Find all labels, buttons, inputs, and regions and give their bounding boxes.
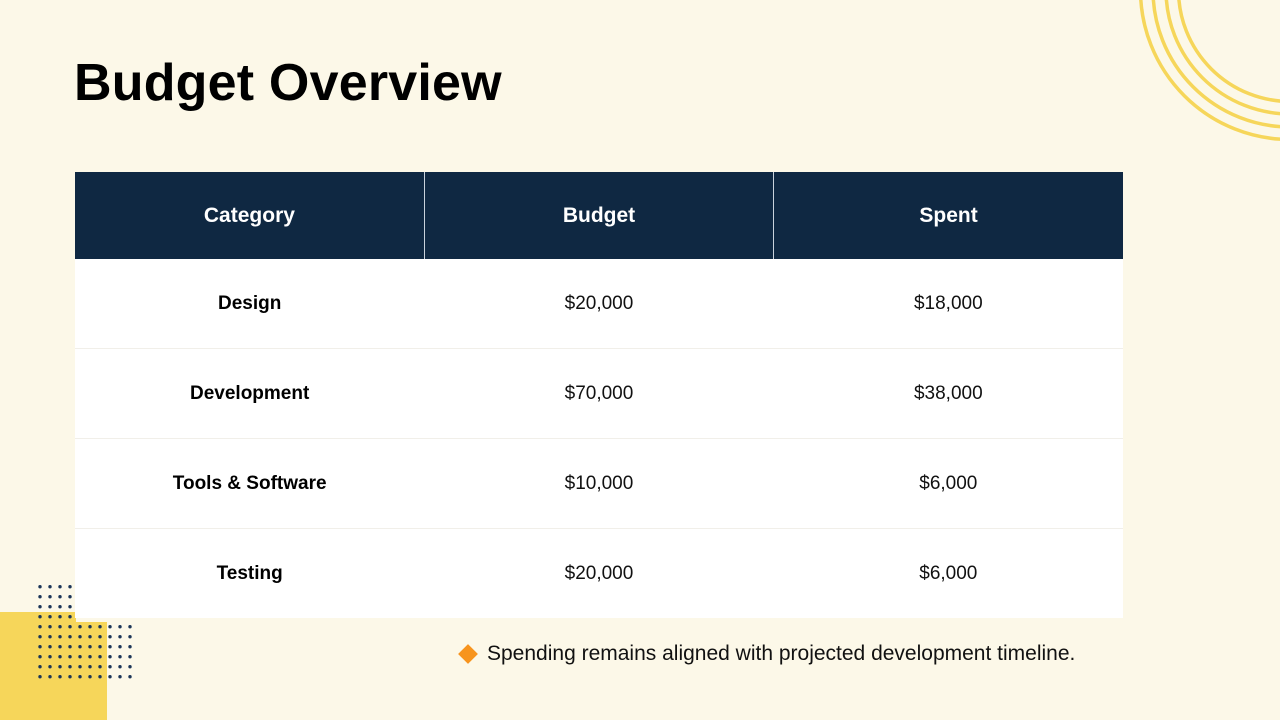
slide-title: Budget Overview	[74, 54, 502, 112]
table-row: Development $70,000 $38,000	[75, 348, 1123, 439]
table-row: Tools & Software $10,000 $6,000	[75, 438, 1123, 529]
column-header-budget: Budget	[423, 172, 774, 259]
budget-cell: $70,000	[424, 348, 774, 439]
budget-cell: $20,000	[424, 259, 774, 349]
decorative-yellow-block	[0, 622, 107, 720]
budget-cell: $20,000	[424, 528, 774, 618]
category-cell: Testing	[75, 528, 425, 618]
spent-cell: $6,000	[773, 528, 1123, 618]
category-cell: Design	[75, 259, 425, 349]
category-cell: Tools & Software	[75, 438, 425, 529]
table-row: Testing $20,000 $6,000	[75, 528, 1123, 618]
diamond-bullet-icon	[458, 644, 478, 664]
table-row: Design $20,000 $18,000	[75, 259, 1123, 349]
summary-note: Spending remains aligned with projected …	[456, 642, 1075, 666]
table-header-row: Category Budget Spent	[75, 172, 1123, 259]
summary-note-text: Spending remains aligned with projected …	[487, 642, 1076, 665]
spent-cell: $38,000	[773, 348, 1123, 439]
column-header-category: Category	[75, 172, 425, 259]
spent-cell: $18,000	[773, 259, 1123, 349]
spent-cell: $6,000	[773, 438, 1123, 529]
budget-cell: $10,000	[424, 438, 774, 529]
budget-table: Category Budget Spent Design $20,000 $18…	[75, 172, 1123, 618]
column-header-spent: Spent	[773, 172, 1123, 259]
category-cell: Development	[75, 348, 425, 439]
